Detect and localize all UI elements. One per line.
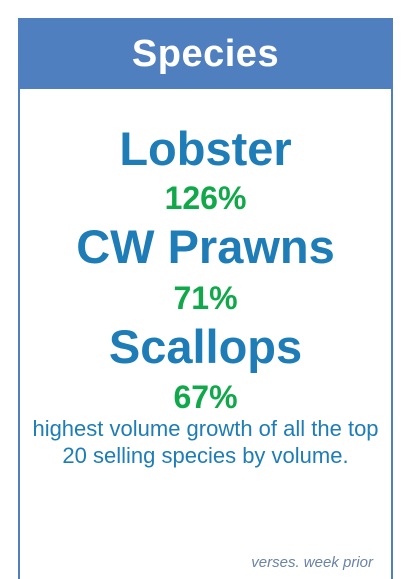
- species-card: Species Lobster 126% CW Prawns 71% Scall…: [18, 18, 393, 579]
- species-name-scallops: Scallops: [108, 320, 303, 373]
- species-name-lobster: Lobster: [119, 122, 292, 175]
- growth-description: highest volume growth of all the top 20 …: [32, 416, 379, 468]
- comparison-note: verses. week prior: [251, 554, 373, 571]
- species-growth-cw-prawns: 71%: [173, 280, 238, 316]
- species-growth-lobster: 126%: [164, 180, 247, 216]
- card-body: Lobster 126% CW Prawns 71% Scallops 67% …: [20, 89, 391, 469]
- species-growth-scallops: 67%: [173, 379, 238, 415]
- species-name-cw-prawns: CW Prawns: [76, 220, 335, 273]
- card-header: Species: [18, 18, 393, 89]
- card-title: Species: [131, 32, 280, 75]
